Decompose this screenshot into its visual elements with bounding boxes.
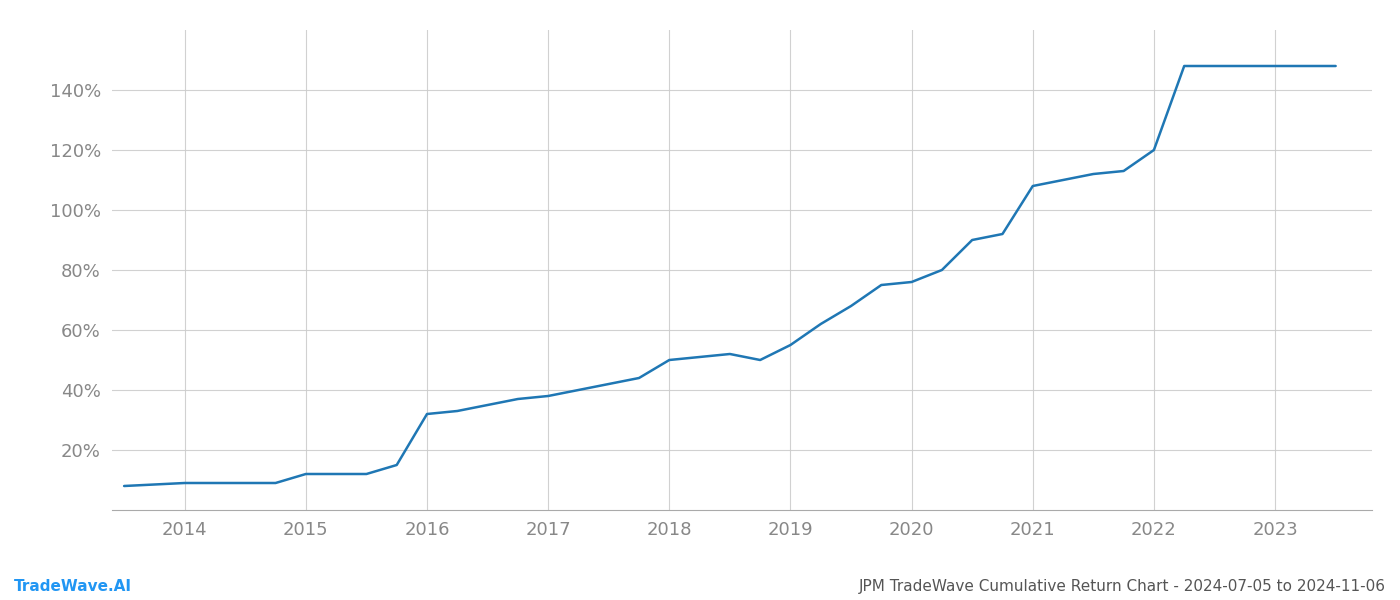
Text: TradeWave.AI: TradeWave.AI: [14, 579, 132, 594]
Text: JPM TradeWave Cumulative Return Chart - 2024-07-05 to 2024-11-06: JPM TradeWave Cumulative Return Chart - …: [860, 579, 1386, 594]
